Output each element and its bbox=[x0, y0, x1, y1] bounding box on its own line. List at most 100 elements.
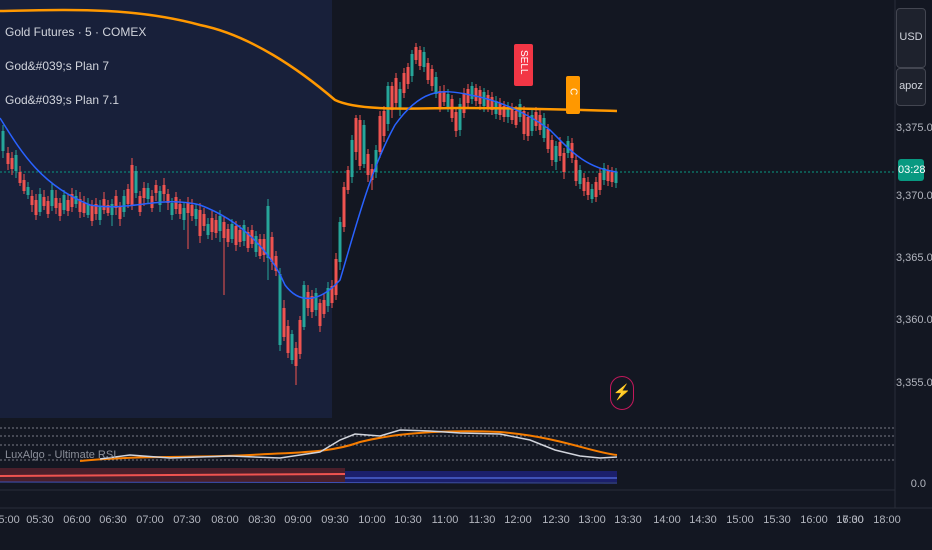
rsi-signal-negative bbox=[0, 473, 346, 477]
candle-body bbox=[98, 206, 102, 220]
candle-body bbox=[258, 239, 262, 256]
candle-body bbox=[202, 214, 206, 226]
candle-body bbox=[418, 50, 422, 66]
candle-body bbox=[434, 77, 438, 94]
rsi-line bbox=[99, 429, 618, 460]
candle-body bbox=[102, 199, 106, 210]
candle-body bbox=[614, 172, 618, 183]
lightning-icon[interactable]: ⚡ bbox=[610, 376, 634, 410]
candle-body bbox=[46, 201, 50, 214]
candle-body bbox=[66, 200, 70, 211]
candle-body bbox=[514, 111, 518, 125]
candle-body bbox=[326, 288, 330, 306]
candle-body bbox=[30, 196, 34, 205]
rsi-smooth-line bbox=[79, 430, 618, 462]
candle-body bbox=[470, 86, 474, 99]
legend-indicator-plan7[interactable]: God&#039;s Plan 7 bbox=[5, 58, 110, 73]
axis-mode-button[interactable]: apoz bbox=[896, 68, 926, 106]
candle-body bbox=[398, 89, 402, 108]
session-background bbox=[0, 0, 332, 418]
candle-body bbox=[386, 86, 390, 124]
candle-body bbox=[606, 170, 610, 181]
candle-body bbox=[6, 153, 10, 164]
candle-body bbox=[294, 348, 298, 366]
currency-button[interactable]: USD bbox=[896, 8, 926, 68]
candle-body bbox=[426, 63, 430, 80]
time-tick-1000: 10:00 bbox=[358, 514, 386, 526]
candle-body bbox=[166, 194, 170, 203]
price-tick-3365: 3,365.0 bbox=[896, 252, 932, 264]
candle-body bbox=[206, 224, 210, 235]
candle-body bbox=[310, 296, 314, 312]
candle-body bbox=[286, 326, 290, 353]
current-price-badge: 03:28 bbox=[898, 159, 926, 181]
candle-body bbox=[126, 189, 130, 204]
candle-body bbox=[18, 172, 22, 183]
candle-body bbox=[238, 230, 242, 242]
currency-label: USD bbox=[899, 31, 923, 43]
candle-body bbox=[42, 197, 46, 206]
candle-body bbox=[158, 191, 162, 205]
candle-body bbox=[50, 190, 54, 206]
time-tick-1400: 14:00 bbox=[653, 514, 681, 526]
candle-body bbox=[454, 112, 458, 131]
candle-body bbox=[366, 154, 370, 175]
time-tick-1230: 12:30 bbox=[542, 514, 570, 526]
candle-body bbox=[534, 112, 538, 126]
candle-body bbox=[234, 226, 238, 245]
time-tick-1200: 12:00 bbox=[504, 514, 532, 526]
candle-body bbox=[518, 104, 522, 117]
candle-body bbox=[54, 198, 58, 208]
time-tick-0700: 07:00 bbox=[136, 514, 164, 526]
candle-body bbox=[378, 116, 382, 152]
candle-body bbox=[90, 205, 94, 221]
candle-body bbox=[1, 131, 5, 151]
candle-body bbox=[558, 142, 562, 156]
candle-body bbox=[134, 171, 138, 193]
legend-indicator-plan71[interactable]: God&#039;s Plan 7.1 bbox=[5, 92, 120, 107]
rsi-tick-zero: 0.0 bbox=[910, 478, 926, 490]
candle-body bbox=[438, 91, 442, 107]
candle-body bbox=[422, 52, 426, 67]
candle-body bbox=[82, 203, 86, 213]
candle-body bbox=[38, 194, 42, 212]
candle-body bbox=[322, 300, 326, 314]
candle-body bbox=[546, 129, 550, 149]
candle-body bbox=[506, 107, 510, 117]
sell-signal-label: SELL bbox=[518, 50, 529, 75]
legend-symbol[interactable]: Gold Futures · 5 · COMEX bbox=[5, 25, 147, 39]
candle-body bbox=[442, 91, 446, 102]
candle-body bbox=[362, 125, 366, 164]
time-tick-1430: 14:30 bbox=[689, 514, 717, 526]
candle-body bbox=[574, 160, 578, 181]
candle-body bbox=[274, 256, 278, 271]
candle-body bbox=[114, 196, 118, 208]
candle-body bbox=[58, 203, 62, 216]
time-tick-0800: 08:00 bbox=[211, 514, 239, 526]
candle-body bbox=[14, 155, 18, 171]
candle-body bbox=[74, 196, 78, 204]
candle-body bbox=[474, 88, 478, 101]
candle-body bbox=[210, 218, 214, 232]
candle-body bbox=[242, 225, 246, 241]
candle-body bbox=[194, 209, 198, 219]
candle-body bbox=[174, 197, 178, 209]
time-tick-1030: 10:30 bbox=[394, 514, 422, 526]
candle-body bbox=[254, 236, 258, 252]
candle-body bbox=[582, 178, 586, 191]
candle-body bbox=[562, 153, 566, 172]
candle-body bbox=[598, 173, 602, 190]
time-tick-0930: 09:30 bbox=[321, 514, 349, 526]
rsi-legend[interactable]: LuxAlgo - Ultimate RSI bbox=[5, 449, 117, 461]
candle-body bbox=[510, 108, 514, 120]
candle-body bbox=[482, 92, 486, 106]
candle-body bbox=[298, 320, 302, 354]
candle-body bbox=[414, 47, 418, 60]
candle-body bbox=[78, 199, 82, 212]
candle-body bbox=[186, 203, 190, 213]
candle-body bbox=[190, 205, 194, 216]
candle-body bbox=[270, 237, 274, 262]
candle-body bbox=[290, 334, 294, 360]
time-tick-1530: 15:30 bbox=[763, 514, 791, 526]
